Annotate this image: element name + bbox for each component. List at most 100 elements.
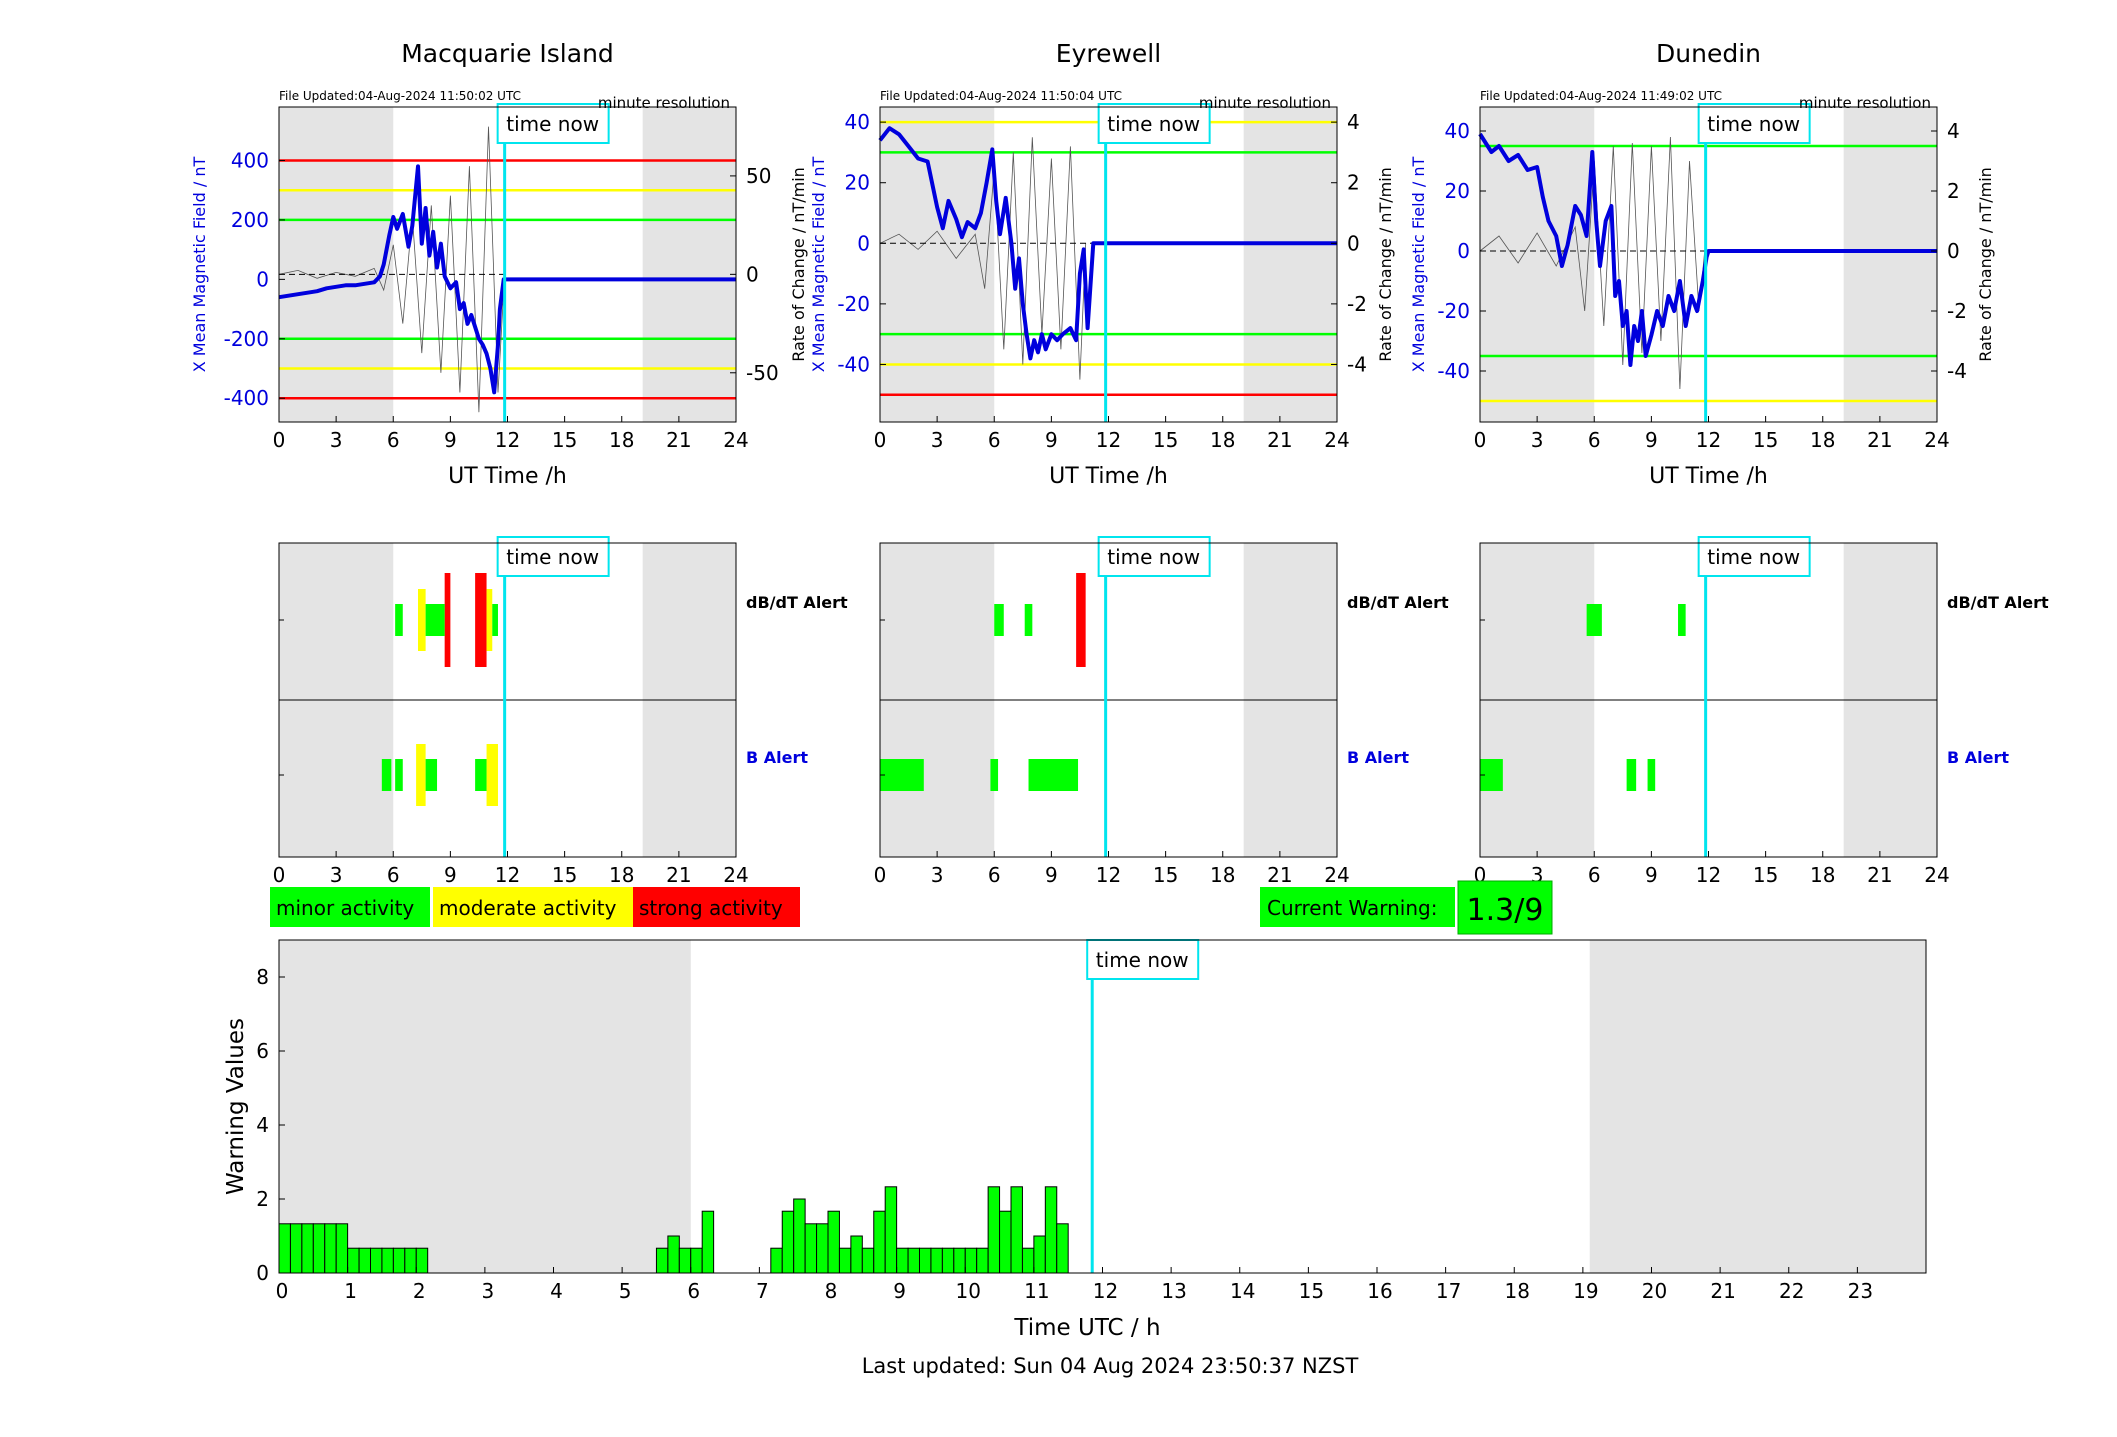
x-tick-label: 0 [276,1279,289,1303]
x-tick-label: 15 [1153,863,1178,887]
x-tick-label: 6 [687,1279,700,1303]
x-tick-label: 23 [1848,1279,1873,1303]
legend-swatch-strong-activity [633,887,800,927]
x-tick-label: 3 [482,1279,495,1303]
x-tick-label: 19 [1573,1279,1598,1303]
y-axis-label-left: X Mean Magnetic Field / nT [1409,157,1428,373]
b-alert-label: B Alert [746,748,808,767]
y-tick-label-left: 40 [845,110,870,134]
time-now-label: time now [506,545,599,569]
warning-bar [392,1247,406,1274]
time-now-label: time now [1107,112,1200,136]
x-tick-label: 6 [1588,863,1601,887]
warning-bar [1033,1235,1046,1274]
x-tick-label: 6 [1588,428,1601,452]
rate-of-change-line [278,126,505,413]
y-tick-label-right: 4 [1347,110,1360,134]
dbdt-alert-bar-minor [1024,604,1033,636]
b-alert-bar-minor [425,759,438,791]
magnetic-field-line [878,126,1337,361]
dbdt-alert-bar-moderate [486,589,493,651]
y-axis-label: Warning Values [223,1018,249,1195]
x-tick-label: 3 [1531,428,1544,452]
x-tick-label: 9 [893,1279,906,1303]
legend-label: moderate activity [439,896,617,920]
x-tick-label: 3 [931,863,944,887]
x-tick-label: 9 [1645,428,1658,452]
x-tick-label: 1 [344,1279,357,1303]
x-axis-label: UT Time /h [1649,464,1768,489]
warning-bar [1044,1186,1058,1274]
night-shading [642,107,736,422]
warning-bar [667,1235,680,1274]
x-tick-label: 6 [988,428,1001,452]
b-alert-bar-minor [395,759,403,791]
time-now-box [496,103,610,144]
y-tick-label: 6 [256,1039,269,1063]
warning-bar [770,1247,783,1274]
b-alert-bar-minor [1480,759,1503,791]
y-tick-label-left: 200 [231,208,269,232]
warning-bar [804,1223,818,1274]
dbdt-alert-bar-minor [994,604,1004,636]
x-tick-label: 18 [1810,863,1835,887]
x-tick-label: 3 [931,428,944,452]
warning-bar [907,1247,921,1274]
x-tick-label: 21 [1710,1279,1735,1303]
b-alert-bar-minor [381,759,392,791]
dbdt-alert-label: dB/dT Alert [746,593,848,612]
x-tick-label: 24 [1924,863,1949,887]
current-warning-value-box [1457,880,1553,935]
night-shading [1843,107,1937,422]
y-tick-label-right: 0 [1347,231,1360,255]
y-tick-label-right: -2 [1947,299,1967,323]
file-updated-text: File Updated:04-Aug-2024 11:49:02 UTC [1480,89,1722,103]
y-tick-label-right: -4 [1347,352,1367,376]
x-tick-label: 15 [552,863,577,887]
warning-bar [850,1235,863,1274]
legend-swatch-moderate-activity [433,887,633,927]
y-tick-label-right: -2 [1347,292,1367,316]
y-tick-label-right: 2 [1947,179,1960,203]
station-title: Dunedin [1656,39,1761,68]
x-tick-label: 12 [1096,428,1121,452]
x-tick-label: 12 [1093,1279,1118,1303]
y-tick-label: 2 [256,1187,269,1211]
warning-bar [999,1210,1012,1274]
dbdt-alert-bar-minor [395,604,403,636]
x-axis-label: Time UTC / h [1013,1315,1160,1341]
x-tick-label: 14 [1230,1279,1255,1303]
warning-bar [816,1223,829,1274]
y-tick-label-left: -200 [224,327,269,351]
b-alert-bar-minor [880,759,924,791]
y-tick-label-left: -400 [224,386,269,410]
y-tick-label-left: -20 [1437,299,1470,323]
x-tick-label: 12 [1696,863,1721,887]
x-tick-label: 0 [874,428,887,452]
warning-bar [953,1247,966,1274]
current-warning: Current Warning: 1.3/9 [1260,880,1553,935]
warning-bar [289,1223,303,1274]
x-tick-label: 18 [1210,428,1235,452]
x-tick-label: 3 [330,863,343,887]
warning-bar [884,1186,898,1274]
x-tick-label: 9 [1045,863,1058,887]
y-tick-label-right: 0 [1947,239,1960,263]
x-tick-label: 24 [723,428,748,452]
x-tick-label: 21 [1867,428,1892,452]
x-tick-label: 2 [413,1279,426,1303]
dbdt-alert-bar-strong [444,573,451,667]
y-axis-label-right: Rate of Change / nT/min [1976,167,1995,362]
warning-bar [690,1247,703,1274]
station-panel-macquarie-island: time now -400 -200 0 200 400 -50 0 50 0 3 6 9 12 15 18 2… [190,39,808,489]
x-tick-label: 15 [1753,428,1778,452]
x-tick-label: 24 [723,863,748,887]
y-axis-label-left: X Mean Magnetic Field / nT [190,157,209,373]
warning-bar [976,1247,989,1274]
legend-label: minor activity [276,896,414,920]
y-tick-label: 0 [256,1261,269,1285]
x-tick-label: 15 [1153,428,1178,452]
x-tick-label: 21 [1867,863,1892,887]
